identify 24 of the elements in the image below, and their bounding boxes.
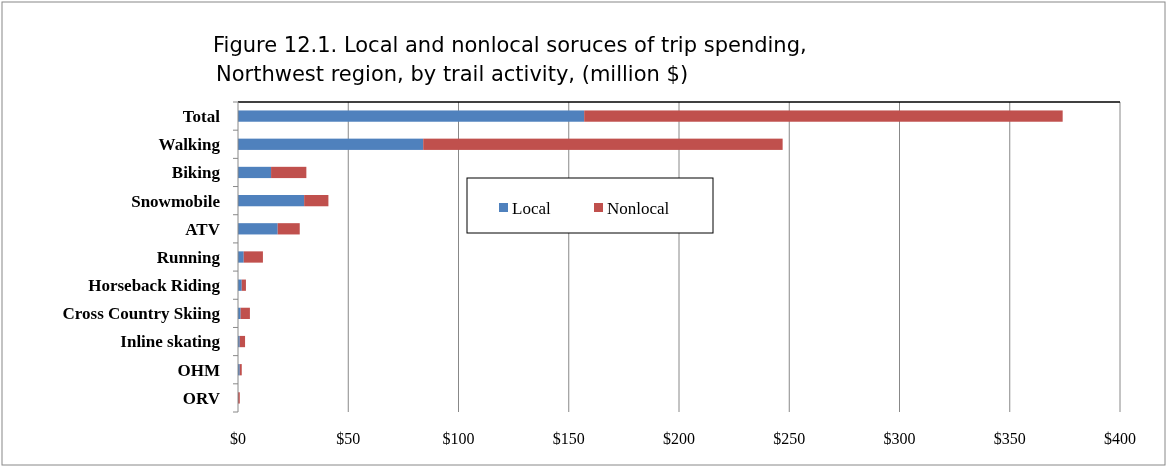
chart-subtitle: Northwest region, by trail activity, (million $) <box>216 62 689 86</box>
x-tick-label: $200 <box>663 430 695 447</box>
y-tick-label: Walking <box>158 135 221 155</box>
x-tick-label: $350 <box>993 430 1026 447</box>
x-tick-label: $0 <box>230 430 246 447</box>
x-tick-label: $300 <box>883 430 916 447</box>
y-tick-label: Snowmobile <box>131 191 221 211</box>
y-tick-label: OHM <box>177 360 220 380</box>
legend-label: Local <box>512 198 551 218</box>
y-tick-label: Horseback Riding <box>88 276 221 296</box>
y-tick-label: ORV <box>182 388 221 408</box>
x-tick-label: $100 <box>442 430 475 447</box>
x-tick-label: $250 <box>773 430 806 447</box>
y-tick-label: Running <box>156 247 221 267</box>
y-tick-label: Biking <box>171 163 221 183</box>
x-tick-label: $150 <box>552 430 585 447</box>
chart-title: Figure 12.1. Local and nonlocal soruces of trip spending, <box>213 33 807 57</box>
y-tick-label: ATV <box>185 219 221 239</box>
y-tick-label: Total <box>182 107 221 127</box>
y-tick-label: Cross Country Skiing <box>62 304 221 324</box>
x-tick-label: $400 <box>1104 430 1136 447</box>
x-tick-label: $50 <box>336 430 361 447</box>
legend-label: Nonlocal <box>607 198 670 218</box>
y-tick-label: Inline skating <box>120 332 221 352</box>
